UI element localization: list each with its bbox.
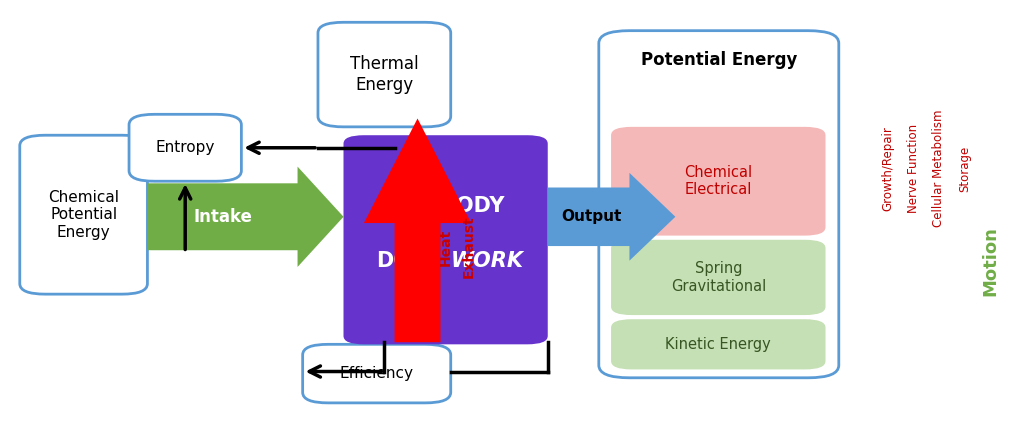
FancyBboxPatch shape [129, 115, 242, 181]
Text: Storage: Storage [957, 146, 971, 192]
Text: Thermal
Energy: Thermal Energy [350, 55, 419, 94]
FancyBboxPatch shape [611, 240, 825, 315]
Text: Potential Energy: Potential Energy [641, 51, 797, 69]
Text: Motion: Motion [981, 226, 999, 296]
Text: Growth/Repair: Growth/Repair [882, 126, 894, 211]
Text: Exhaust: Exhaust [462, 216, 475, 278]
Text: Chemical
Potential
Energy: Chemical Potential Energy [48, 190, 119, 240]
Text: Intake: Intake [194, 208, 252, 226]
FancyBboxPatch shape [318, 22, 451, 127]
Text: Efficiency: Efficiency [340, 366, 414, 381]
Text: Nerve Function: Nerve Function [907, 124, 920, 213]
Polygon shape [147, 167, 343, 267]
Text: Heat: Heat [439, 229, 454, 266]
Text: Entropy: Entropy [156, 140, 215, 155]
FancyBboxPatch shape [343, 135, 548, 344]
Polygon shape [364, 118, 471, 342]
Text: WORK: WORK [451, 250, 523, 271]
FancyBboxPatch shape [19, 135, 147, 294]
Text: Spring
Gravitational: Spring Gravitational [671, 261, 766, 293]
Text: DOES: DOES [377, 250, 440, 271]
Polygon shape [548, 173, 676, 261]
FancyBboxPatch shape [611, 319, 825, 369]
FancyBboxPatch shape [599, 31, 839, 378]
FancyBboxPatch shape [303, 344, 451, 403]
FancyBboxPatch shape [611, 127, 825, 236]
Text: Cellular Metabolism: Cellular Metabolism [933, 110, 945, 227]
Text: Chemical
Electrical: Chemical Electrical [684, 165, 753, 197]
Text: Kinetic Energy: Kinetic Energy [666, 337, 771, 352]
Text: Output: Output [561, 209, 622, 224]
Text: THE BODY: THE BODY [387, 196, 505, 216]
